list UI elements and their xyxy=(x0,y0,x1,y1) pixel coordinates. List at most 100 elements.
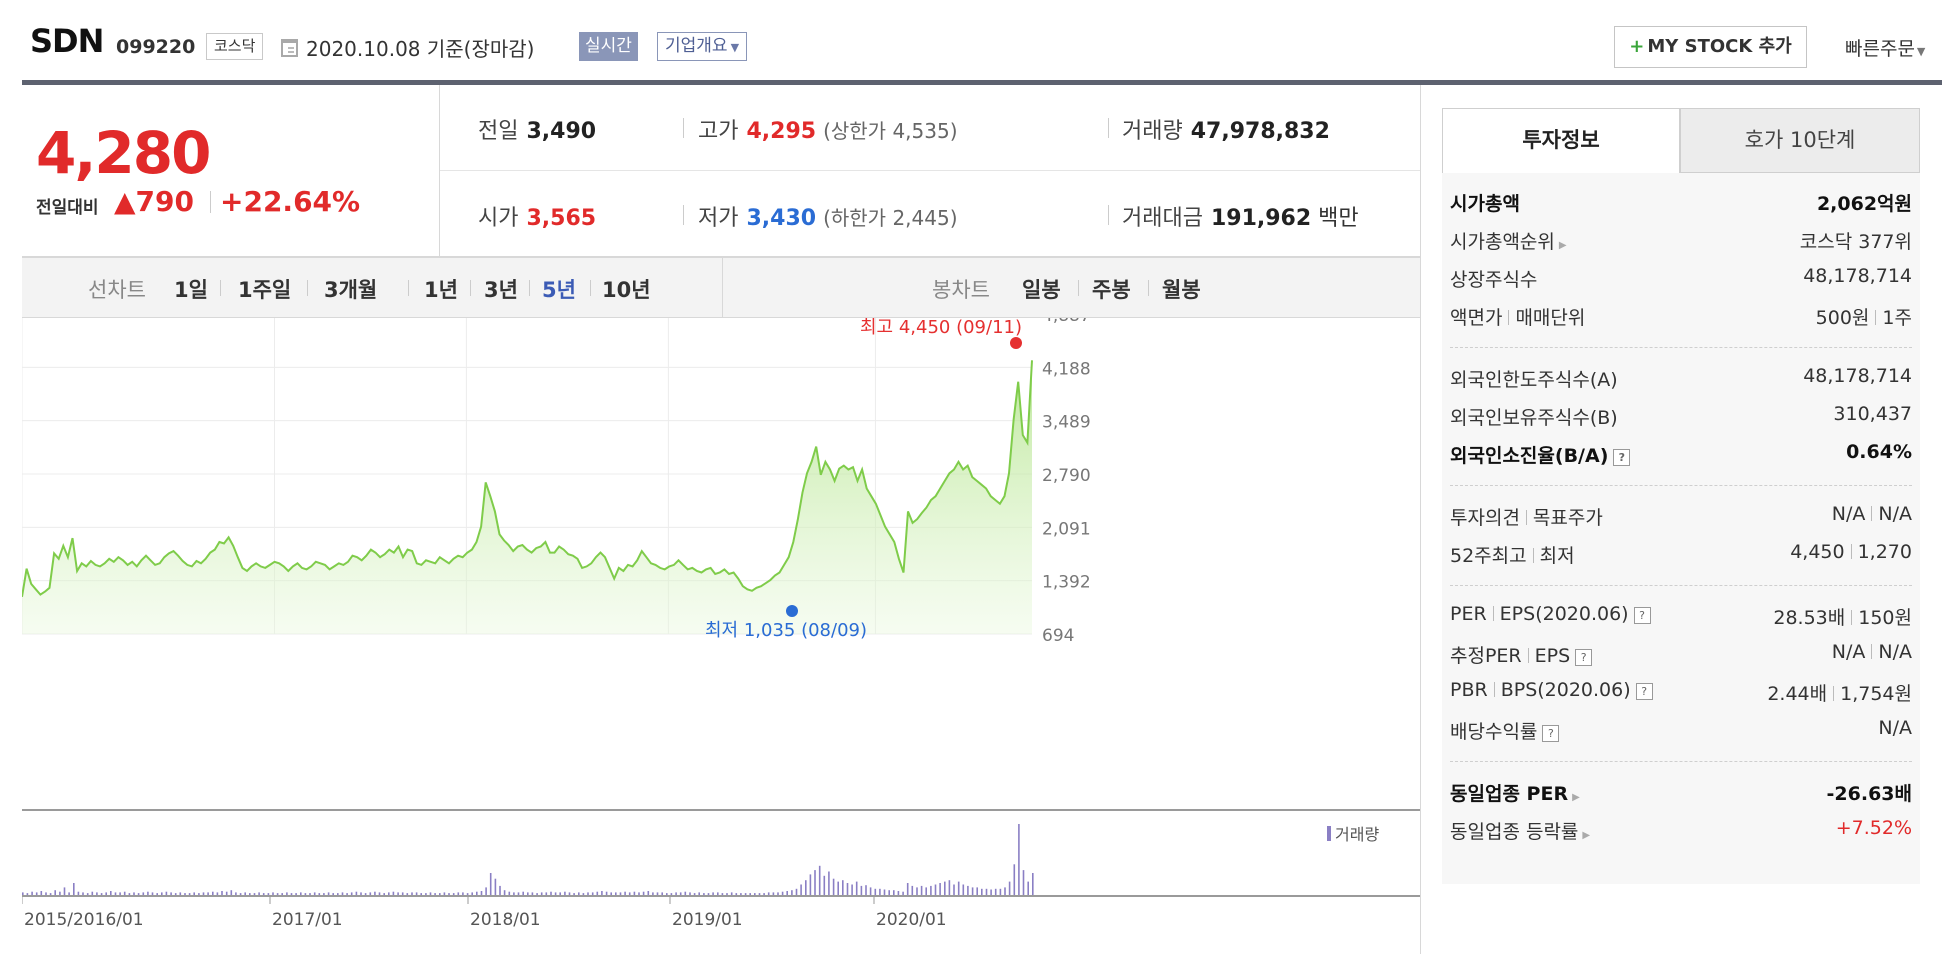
volume-bar xyxy=(346,893,348,896)
market-badge: 코스닥 xyxy=(206,33,264,60)
divider xyxy=(1108,205,1109,225)
volume-bar xyxy=(740,893,742,896)
realtime-button[interactable]: 실시간 xyxy=(579,32,638,61)
volume-bar xyxy=(855,881,858,896)
par-label: 액면가 xyxy=(1450,307,1503,329)
volume-bar xyxy=(1027,881,1029,896)
high-value: 4,295 xyxy=(746,119,817,144)
help-icon[interactable]: ? xyxy=(1633,607,1651,624)
volume-bar xyxy=(818,865,821,896)
candle-weekly[interactable]: 주봉 xyxy=(1092,278,1131,302)
prev-close-cell: 전일 3,490 xyxy=(478,113,596,145)
volume-bar xyxy=(726,893,728,896)
per-row: PER EPS(2020.06)? 28.53배 150원 xyxy=(1450,599,1912,635)
volume-bar xyxy=(846,883,849,896)
volume-bar xyxy=(392,891,395,896)
divider xyxy=(1508,310,1510,325)
volume-bar xyxy=(466,893,469,896)
pbr-row: PBR BPS(2020.06)? 2.44배 1,754원 xyxy=(1450,675,1912,711)
volume-bar xyxy=(82,892,84,896)
volume-bar xyxy=(22,892,24,896)
volume-value: 47,978,832 xyxy=(1190,119,1330,144)
divider xyxy=(1492,606,1494,621)
quick-order-label: 빠른주문 xyxy=(1845,38,1915,60)
help-icon[interactable]: ? xyxy=(1542,725,1560,742)
help-icon[interactable]: ? xyxy=(1635,683,1653,700)
week52-row: 52주최고 최저 4,450 1,270 xyxy=(1450,537,1912,573)
volume-bar xyxy=(406,893,409,896)
market-cap-value: 2,062억원 xyxy=(1816,193,1912,215)
help-icon[interactable]: ? xyxy=(1613,449,1631,466)
sector-per-value: -26.63배 xyxy=(1826,783,1912,805)
market-cap-row: 시가총액 2,062억원 xyxy=(1450,185,1912,221)
tab-invest-info[interactable]: 투자정보 xyxy=(1442,108,1680,173)
volume-bar xyxy=(976,887,978,896)
listed-shares-label: 상장주식수 xyxy=(1450,269,1538,291)
period-10y[interactable]: 10년 xyxy=(602,278,651,302)
y-tick-label: 3,489 xyxy=(1042,413,1091,433)
divider xyxy=(220,280,221,296)
pbr-value: 2.44배 1,754원 xyxy=(1767,679,1912,706)
add-mystock-button[interactable]: + MY STOCK 추가 xyxy=(1614,26,1807,68)
period-1w[interactable]: 1주일 xyxy=(238,278,292,302)
volume-bar xyxy=(763,893,765,896)
volume-bar xyxy=(337,893,339,896)
quick-order-menu[interactable]: 빠른주문 ▼ xyxy=(1845,34,1925,61)
max-annotation: 최고 4,450 (09/11) xyxy=(860,318,1022,338)
candle-daily[interactable]: 일봉 xyxy=(1022,278,1061,302)
candle-monthly[interactable]: 월봉 xyxy=(1162,278,1201,302)
company-overview-button[interactable]: 기업개요 ▼ xyxy=(657,32,748,61)
volume-bar xyxy=(851,884,853,896)
est-eps-text: EPS xyxy=(1534,645,1571,667)
invest-info-panel: 투자정보 호가 10단계 시가총액 2,062억원 시가총액순위 ▶ 코스닥 377위… xyxy=(1442,108,1920,884)
volume-bar xyxy=(906,883,909,896)
volume-bar xyxy=(990,889,992,896)
volume-bar xyxy=(137,893,140,896)
divider xyxy=(408,280,409,296)
volume-bar xyxy=(939,883,941,896)
volume-bar xyxy=(582,893,585,896)
period-3y[interactable]: 3년 xyxy=(484,278,518,302)
volume-bar xyxy=(221,891,223,896)
volume-bar xyxy=(401,892,404,896)
week52-value: 4,450 1,270 xyxy=(1790,541,1912,563)
sector-per-row[interactable]: 동일업종 PER ▶ -26.63배 xyxy=(1450,775,1912,811)
week52-high-value: 4,450 xyxy=(1790,541,1845,563)
sector-per-text: 동일업종 PER xyxy=(1450,783,1569,805)
volume-bar xyxy=(142,892,145,896)
change-label: 전일대비 xyxy=(36,198,99,218)
sector-change-row[interactable]: 동일업종 등락률 ▶ +7.52% xyxy=(1450,813,1912,849)
x-tick-label: 2019/01 xyxy=(672,910,743,930)
y-tick-label: 4,887 xyxy=(1042,318,1091,326)
help-icon[interactable]: ? xyxy=(1575,649,1593,666)
plus-icon: + xyxy=(1629,36,1645,57)
volume-bar xyxy=(712,892,714,896)
tab-orderbook[interactable]: 호가 10단계 xyxy=(1680,108,1920,173)
volume-bar xyxy=(754,893,756,896)
volume-bar xyxy=(652,892,654,896)
divider xyxy=(1108,118,1109,138)
volume-legend-swatch xyxy=(1327,826,1331,841)
volume-bar xyxy=(791,890,793,896)
volume-bar xyxy=(828,871,830,896)
est-per-row: 추정PER EPS? N/A N/A xyxy=(1450,637,1912,673)
chevron-right-icon: ▶ xyxy=(1582,830,1591,841)
volume-bar xyxy=(540,892,543,896)
target-price-text: 목표주가 xyxy=(1532,507,1603,529)
period-1d[interactable]: 1일 xyxy=(174,278,208,302)
volume-bar xyxy=(77,891,80,896)
volume-bar xyxy=(281,893,283,896)
period-5y[interactable]: 5년 xyxy=(542,278,576,302)
volume-bar xyxy=(554,892,557,896)
volume-bar xyxy=(309,893,311,896)
period-3m[interactable]: 3개월 xyxy=(324,278,378,302)
market-cap-rank-row[interactable]: 시가총액순위 ▶ 코스닥 377위 xyxy=(1450,223,1912,259)
volume-bar xyxy=(350,892,353,896)
opinion-text: 투자의견 xyxy=(1450,507,1520,529)
volume-bar xyxy=(179,892,182,896)
divider xyxy=(1833,686,1835,701)
volume-bar xyxy=(457,892,460,896)
volume-bar xyxy=(193,892,195,896)
volume-bar xyxy=(212,891,214,896)
period-1y[interactable]: 1년 xyxy=(424,278,458,302)
